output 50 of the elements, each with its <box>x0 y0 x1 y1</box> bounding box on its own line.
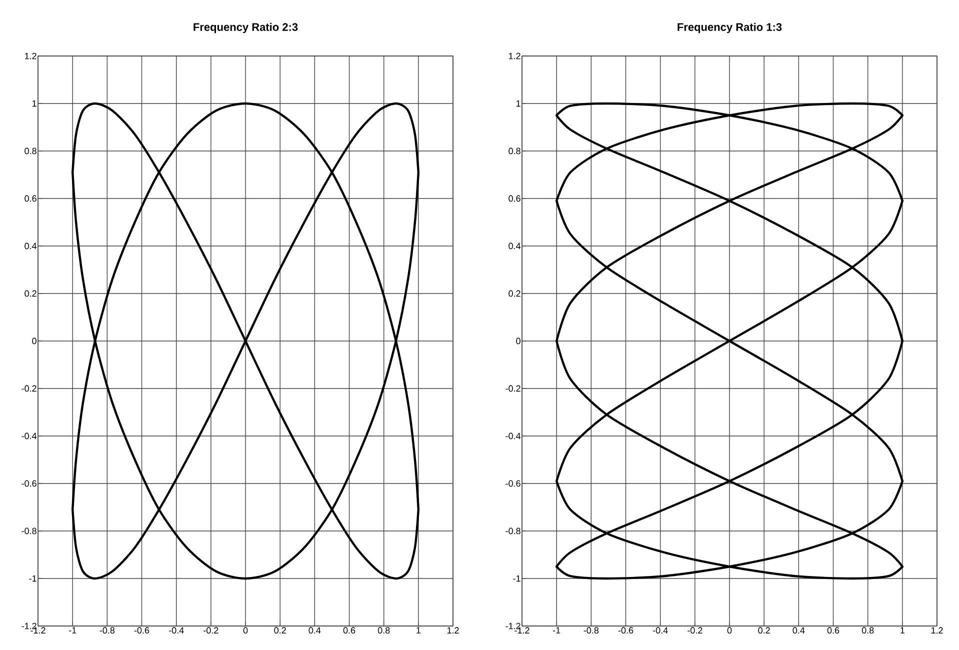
y-tick-label: 1.2 <box>508 52 520 60</box>
y-tick-label: 0.4 <box>508 242 521 250</box>
y-tick-label: 0.8 <box>508 148 520 154</box>
x-tick-label: 0.2 <box>758 627 770 634</box>
y-tick-label: -1 <box>513 575 520 582</box>
x-tick-label: -0.4 <box>168 627 184 634</box>
y-tick-label: -0.6 <box>22 480 36 487</box>
x-tick-label: -1 <box>68 627 76 634</box>
x-tick-label: 0.4 <box>308 627 321 634</box>
y-tick-label: 0.2 <box>508 290 520 297</box>
x-tick-label: 1 <box>416 627 420 634</box>
x-tick-label: 1.2 <box>447 627 459 634</box>
x-tick-label: 0 <box>243 627 248 634</box>
x-tick-label: 0.4 <box>792 627 805 634</box>
y-tick-label: -0.2 <box>506 385 520 392</box>
x-tick-label: -0.2 <box>688 627 702 634</box>
y-tick-label: -0.8 <box>22 528 36 534</box>
y-tick-label: -0.8 <box>506 528 520 534</box>
y-tick-label: -0.2 <box>22 385 36 392</box>
y-tick-label: 0.6 <box>508 195 520 202</box>
y-tick-label: -0.6 <box>506 480 520 487</box>
y-tick-label: -0.4 <box>506 432 521 440</box>
x-tick-label: 0.6 <box>343 627 356 634</box>
x-tick-label: 1.2 <box>931 627 943 634</box>
y-tick-label: 0.8 <box>24 148 36 154</box>
x-tick-label: 0.8 <box>862 627 874 634</box>
chart-title: Frequency Ratio 2:3 <box>194 22 298 34</box>
chart-title: Frequency Ratio 1:3 <box>678 22 782 34</box>
y-tick-label: 0.2 <box>24 290 36 297</box>
y-tick-label: 0 <box>32 338 36 344</box>
x-tick-label: 0.8 <box>378 627 390 634</box>
y-tick-label: -0.4 <box>22 432 37 440</box>
x-tick-label: -0.2 <box>204 627 218 634</box>
y-tick-label: 0.4 <box>24 242 37 250</box>
y-tick-label: 1 <box>516 100 520 107</box>
x-tick-label: 0.2 <box>274 627 286 634</box>
y-tick-label: -1 <box>29 575 36 582</box>
x-tick-label: -1 <box>552 627 560 634</box>
x-tick-label: -0.6 <box>134 627 150 634</box>
y-tick-label: 1.2 <box>24 52 36 60</box>
x-tick-label: -0.4 <box>652 627 668 634</box>
y-tick-label: 1 <box>32 100 36 107</box>
x-tick-label: 0 <box>727 627 732 634</box>
x-tick-label: -0.8 <box>584 627 599 634</box>
x-tick-label: 0.6 <box>827 627 840 634</box>
x-tick-label: -0.6 <box>618 627 634 634</box>
y-tick-label: 0.6 <box>24 195 36 202</box>
x-tick-label: 1 <box>900 627 904 634</box>
x-tick-label: -0.8 <box>100 627 115 634</box>
y-tick-label: 0 <box>516 338 520 344</box>
